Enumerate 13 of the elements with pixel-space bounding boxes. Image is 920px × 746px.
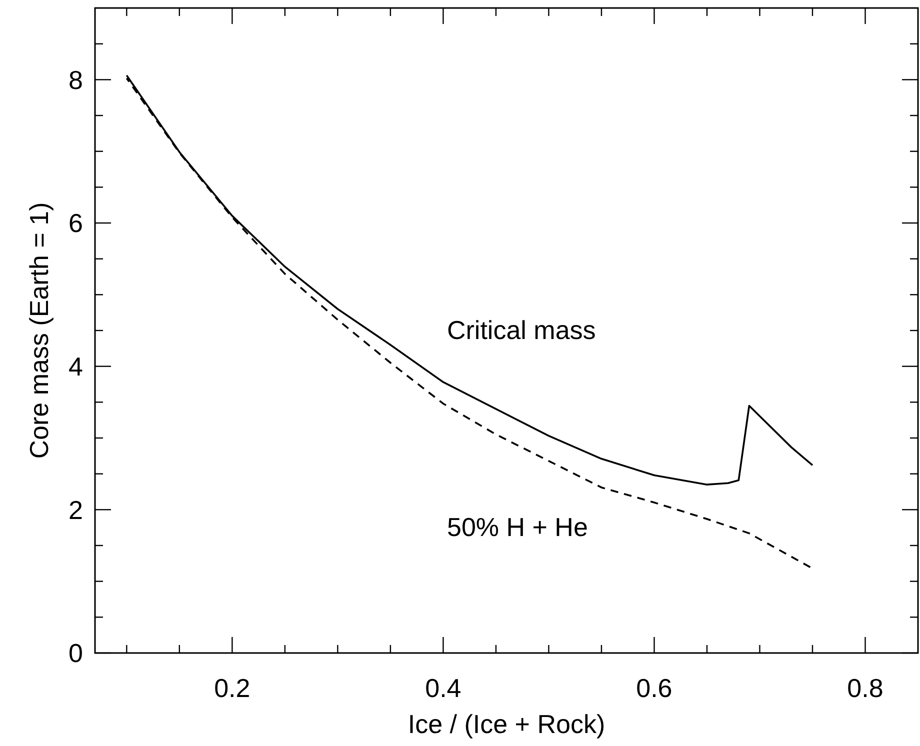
x-tick-label: 0.4 bbox=[425, 673, 462, 703]
x-tick-label: 0.6 bbox=[636, 673, 672, 703]
x-axis-title: Ice / (Ice + Rock) bbox=[408, 709, 606, 739]
y-tick-label: 2 bbox=[68, 494, 83, 525]
annotation: Critical mass bbox=[447, 315, 596, 346]
annotation: 50% H + He bbox=[447, 512, 588, 542]
x-tick-label: 0.8 bbox=[847, 673, 884, 703]
y-tick-label: 0 bbox=[68, 638, 83, 668]
y-tick-label: 8 bbox=[68, 64, 83, 95]
x-tick-label: 0.2 bbox=[214, 673, 250, 703]
y-tick-label: 6 bbox=[68, 208, 83, 238]
y-tick-label: 4 bbox=[68, 351, 83, 382]
y-axis-title: Core mass (Earth = 1) bbox=[24, 202, 54, 459]
